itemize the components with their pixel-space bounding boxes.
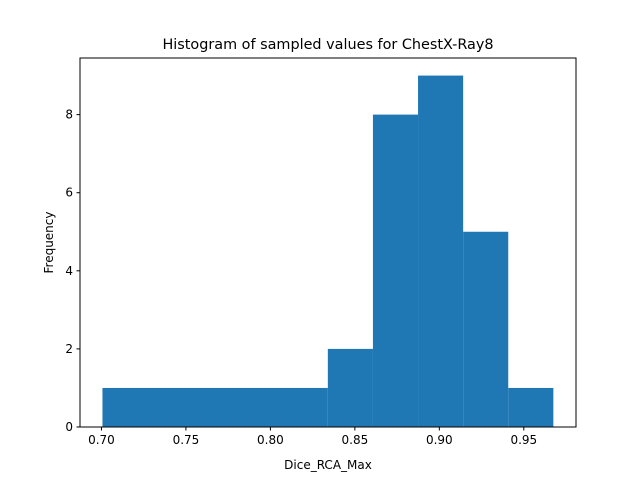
y-tick-label: 4: [65, 264, 73, 278]
y-tick-label: 2: [65, 342, 73, 356]
x-tick-label: 0.85: [342, 433, 369, 447]
x-tick-label: 0.90: [426, 433, 453, 447]
histogram-bar-2: [327, 348, 373, 427]
x-axis-label: Dice_RCA_Max: [284, 458, 372, 472]
plot-area-frame: [79, 57, 577, 428]
y-tick-label: 8: [65, 108, 73, 122]
histogram-bar-3: [372, 114, 419, 427]
y-tick-label: 0: [65, 420, 73, 434]
x-tick-label: 0.95: [510, 433, 537, 447]
x-tick-label: 0.75: [173, 433, 200, 447]
y-axis-label: Frequency: [42, 212, 56, 274]
histogram-bar-4: [418, 75, 464, 428]
ticks-layer: 0.70 0.75 0.80 0.85 0.90 0.95 0 2 4 6 8: [65, 108, 537, 447]
chart-title: Histogram of sampled values for ChestX-R…: [162, 37, 493, 53]
histogram-bar-6: [508, 387, 554, 427]
histogram-bar-1: [102, 387, 328, 427]
y-tick-label: 6: [65, 186, 73, 200]
x-tick-label: 0.70: [88, 433, 115, 447]
bars-layer: [102, 75, 554, 428]
x-tick-label: 0.80: [257, 433, 284, 447]
histogram-bar-5: [463, 231, 509, 427]
